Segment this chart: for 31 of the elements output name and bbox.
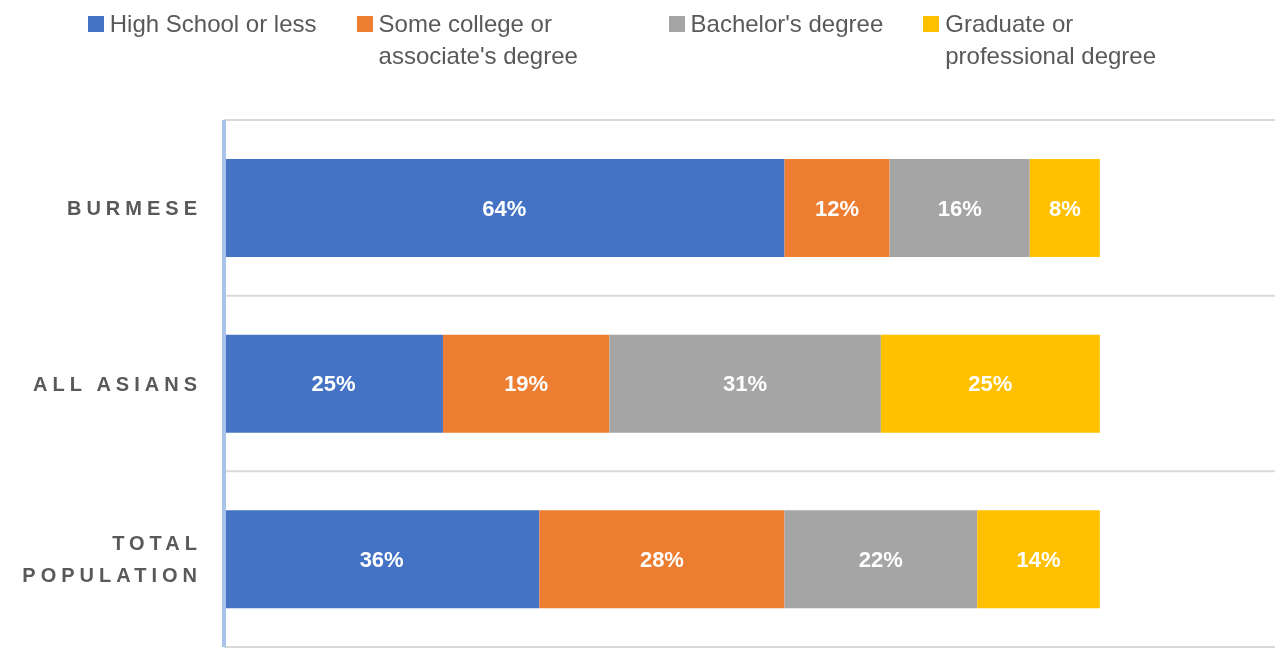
bar [889, 159, 1030, 257]
data-label: 8% [1048, 195, 1081, 221]
data-label: 14% [1016, 546, 1061, 572]
data-label: 36% [359, 546, 404, 572]
data-label: 64% [482, 195, 527, 221]
bar [880, 334, 1100, 433]
legend-label: High School or less [109, 9, 317, 39]
y-tick-label: TOTAL POPULATION [22, 532, 202, 587]
data-label: 25% [311, 371, 356, 397]
y-tick-label: ALL ASIANS [33, 372, 202, 395]
data-label: 31% [723, 371, 768, 397]
legend-label: Bachelor's degree [690, 9, 884, 39]
legend-label: Some college or associate's degree [378, 9, 579, 71]
bar [1029, 159, 1100, 257]
y-tick-label: BURMESE [66, 196, 202, 219]
bar [224, 334, 443, 433]
data-label: 19% [504, 371, 549, 397]
data-label: 12% [815, 195, 860, 221]
data-label: 16% [937, 195, 982, 221]
bar [784, 510, 978, 609]
data-label: 25% [968, 371, 1013, 397]
bar [224, 159, 785, 257]
data-label: 28% [639, 546, 684, 572]
bar [977, 510, 1100, 609]
bar [224, 510, 540, 609]
data-label: 22% [858, 546, 903, 572]
bar [539, 510, 785, 609]
bar [609, 334, 881, 433]
legend-label: Graduate or professional degree [945, 9, 1158, 71]
bar [784, 159, 890, 257]
bar [442, 334, 610, 433]
